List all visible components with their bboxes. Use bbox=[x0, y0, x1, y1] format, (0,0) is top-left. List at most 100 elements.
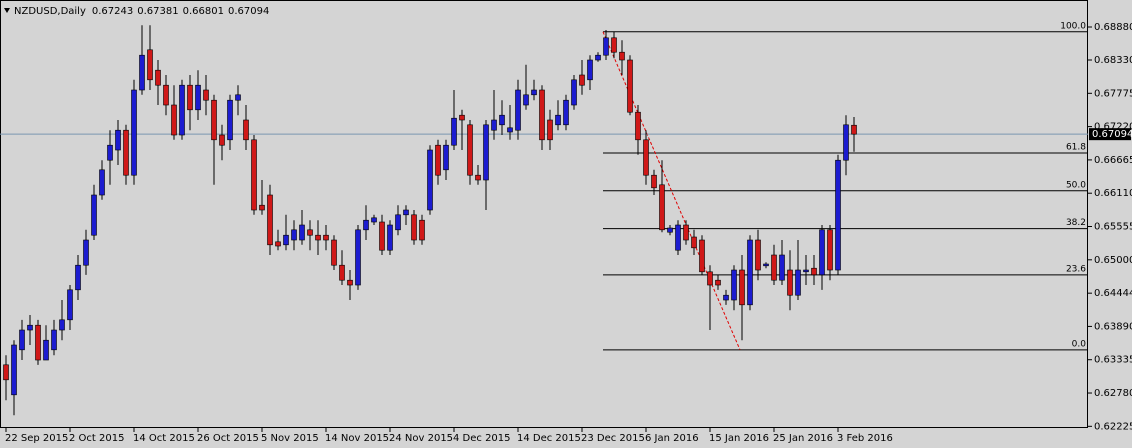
fib-level-label: 23.6 bbox=[1066, 264, 1086, 274]
candle-body bbox=[275, 241, 281, 247]
candle-body bbox=[67, 289, 73, 321]
candle-body bbox=[187, 84, 193, 111]
candle-body bbox=[387, 224, 393, 251]
candle-body bbox=[315, 234, 321, 241]
y-tick-label: 0.65555 bbox=[1094, 222, 1132, 233]
candle-body bbox=[523, 94, 529, 106]
candle-body bbox=[787, 269, 793, 296]
y-tick-label: 0.63335 bbox=[1094, 355, 1132, 366]
candle-body bbox=[827, 229, 833, 271]
y-tick-label: 0.62225 bbox=[1094, 421, 1132, 432]
candle-body bbox=[419, 219, 425, 241]
x-tick-label: 24 Nov 2015 bbox=[389, 433, 453, 444]
y-tick-label: 0.67775 bbox=[1094, 88, 1132, 99]
header-open: 0.67243 bbox=[92, 6, 133, 17]
candle-body bbox=[267, 194, 273, 246]
candle-body bbox=[371, 217, 377, 223]
candle-body bbox=[507, 127, 513, 133]
candle-body bbox=[19, 329, 25, 351]
candle-body bbox=[339, 264, 345, 281]
chart-header: NZDUSD,Daily 0.67243 0.67381 0.66801 0.67094 bbox=[14, 6, 269, 17]
candle-body bbox=[411, 214, 417, 241]
fib-level-label: 38.2 bbox=[1066, 218, 1086, 228]
fib-level-label: 100.0 bbox=[1060, 21, 1086, 31]
candle-body bbox=[307, 229, 313, 236]
candle-body bbox=[467, 124, 473, 176]
header-high: 0.67381 bbox=[137, 6, 178, 17]
header-close: 0.67094 bbox=[228, 6, 269, 17]
candle-body bbox=[667, 227, 673, 233]
y-tick-label: 0.68330 bbox=[1094, 55, 1132, 66]
candle-body bbox=[147, 49, 153, 81]
candle-body bbox=[547, 119, 553, 141]
candle-body bbox=[587, 59, 593, 81]
candle-body bbox=[75, 264, 81, 291]
candle-body bbox=[291, 229, 297, 241]
candle-body bbox=[59, 319, 65, 331]
candle-body bbox=[219, 134, 225, 146]
candle-body bbox=[563, 99, 569, 126]
fib-trend-line bbox=[602, 31, 741, 351]
y-tick-label: 0.66110 bbox=[1094, 188, 1132, 199]
candle-body bbox=[731, 269, 737, 301]
candle-body bbox=[635, 111, 641, 141]
x-tick-label: 2 Oct 2015 bbox=[69, 433, 124, 444]
candle-body bbox=[659, 184, 665, 231]
x-tick-label: 4 Dec 2015 bbox=[453, 433, 511, 444]
candle-body bbox=[139, 54, 145, 91]
candle-body bbox=[379, 221, 385, 251]
candle-body bbox=[11, 344, 17, 396]
candle-body bbox=[203, 89, 209, 101]
candle-body bbox=[99, 169, 105, 196]
candle-body bbox=[579, 74, 585, 86]
candle-body bbox=[515, 89, 521, 131]
candle-body bbox=[43, 339, 49, 361]
candle-body bbox=[683, 224, 689, 241]
y-tick-label: 0.65000 bbox=[1094, 255, 1132, 266]
x-tick-label: 14 Nov 2015 bbox=[325, 433, 389, 444]
candle-body bbox=[395, 214, 401, 231]
candle-body bbox=[571, 79, 577, 106]
candle-body bbox=[91, 194, 97, 236]
candle-body bbox=[283, 234, 289, 246]
candle-body bbox=[803, 269, 809, 273]
candle-body bbox=[123, 129, 129, 176]
fib-level-label: 0.0 bbox=[1072, 339, 1087, 349]
candle-body bbox=[195, 84, 201, 111]
candle-body bbox=[179, 84, 185, 136]
candle-body bbox=[451, 117, 457, 146]
y-tick-label: 0.66665 bbox=[1094, 155, 1132, 166]
x-tick-label: 3 Feb 2016 bbox=[837, 433, 893, 444]
candle-body bbox=[491, 119, 497, 131]
header-low: 0.66801 bbox=[183, 6, 224, 17]
candle-body bbox=[755, 239, 761, 271]
candle-body bbox=[747, 239, 753, 306]
candle-body bbox=[459, 114, 465, 121]
candle-body bbox=[603, 37, 609, 56]
candle-body bbox=[163, 84, 169, 106]
candle-body bbox=[795, 269, 801, 296]
y-tick-label: 0.64444 bbox=[1094, 288, 1132, 299]
y-tick-label: 0.68880 bbox=[1094, 22, 1132, 33]
candle-body bbox=[171, 104, 177, 136]
candle-body bbox=[35, 324, 41, 361]
current-price-label: 0.67094 bbox=[1092, 129, 1132, 140]
candle-body bbox=[723, 294, 729, 301]
candle-body bbox=[851, 124, 857, 135]
candle-body bbox=[51, 329, 57, 351]
current-price-tag bbox=[1089, 128, 1131, 141]
candle-body bbox=[227, 99, 233, 141]
candle-body bbox=[483, 124, 489, 181]
candle-body bbox=[843, 124, 849, 161]
y-tick-label: 0.67220 bbox=[1094, 122, 1132, 133]
x-tick-label: 14 Dec 2015 bbox=[517, 433, 581, 444]
candle-body bbox=[107, 144, 113, 161]
candle-body bbox=[715, 279, 721, 286]
candle-body bbox=[355, 229, 361, 286]
candle-body bbox=[131, 89, 137, 176]
fib-level-label: 61.8 bbox=[1066, 143, 1086, 153]
x-tick-label: 5 Nov 2015 bbox=[261, 433, 319, 444]
candle-body bbox=[699, 239, 705, 273]
